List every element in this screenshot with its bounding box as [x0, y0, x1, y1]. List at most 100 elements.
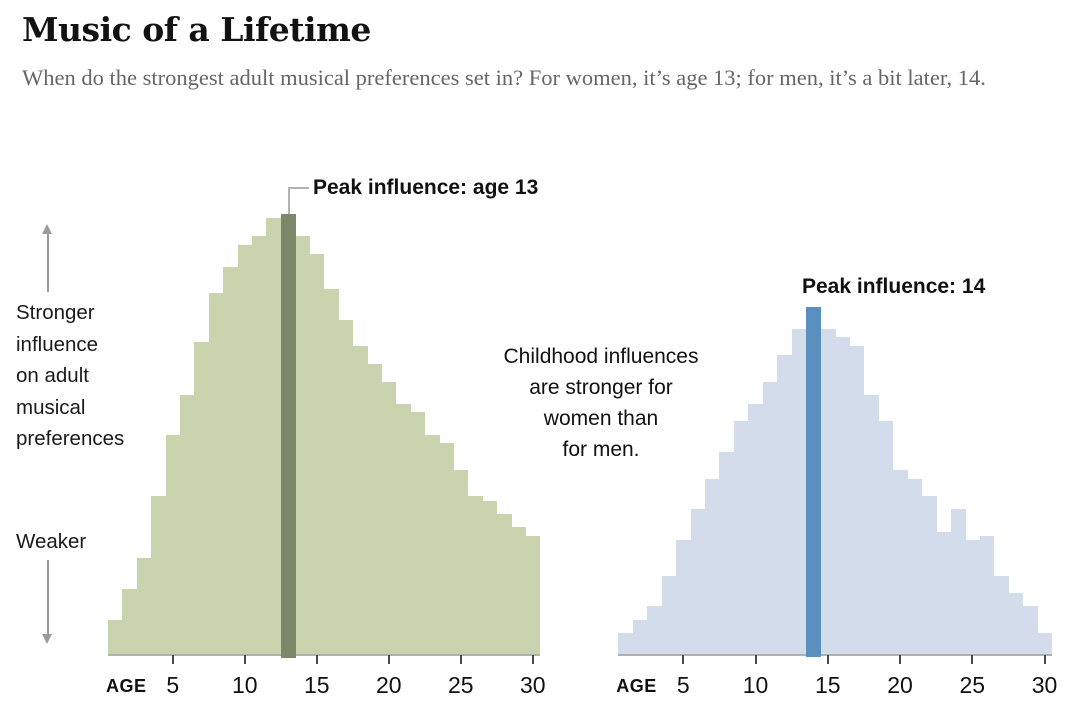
- histogram-bar: [878, 421, 894, 655]
- axis-tick-label: 20: [376, 672, 402, 698]
- histogram-bar: [965, 540, 981, 655]
- axis-tick-label: 5: [676, 672, 690, 698]
- axis-tick-label: 25: [959, 672, 986, 698]
- histogram-bar: [1008, 593, 1024, 655]
- axis-tick-label: 30: [520, 672, 546, 698]
- histogram-bar: [632, 619, 648, 655]
- text-line: for men.: [562, 438, 640, 461]
- axis-tick: [387, 655, 390, 664]
- histogram-bar: [690, 509, 706, 655]
- leader-line-horizontal: [288, 186, 309, 189]
- histogram-bar: [223, 266, 239, 655]
- x-axis-line: [108, 654, 540, 656]
- text-line: influence: [16, 332, 99, 356]
- histogram-bar: [108, 619, 123, 655]
- histogram-bar: [748, 403, 764, 655]
- histogram-bar: [309, 253, 325, 655]
- histogram-bar: [863, 394, 879, 655]
- histogram-bar: [762, 381, 778, 655]
- histogram-bar: [194, 341, 210, 655]
- histogram-bar: [525, 535, 541, 655]
- arrow-down-icon: [41, 634, 52, 644]
- histogram-bar: [410, 412, 426, 655]
- axis-tick: [971, 655, 974, 664]
- histogram-bar: [733, 421, 749, 655]
- arrow-up-line: [46, 233, 49, 292]
- histogram-bar: [381, 381, 397, 655]
- text-line: preferences: [16, 427, 125, 450]
- weaker-label: Weaker: [16, 530, 87, 553]
- axis-tick-label: 20: [887, 672, 913, 698]
- x-axis-title: AGE: [616, 676, 657, 696]
- histogram-bar: [777, 355, 793, 655]
- histogram-bar: [151, 496, 167, 655]
- histogram-bar: [618, 632, 634, 655]
- axis-tick-label: 15: [815, 672, 841, 698]
- axis-tick: [171, 655, 174, 664]
- female-peak-annotation: Peak influence: age 13: [313, 176, 539, 199]
- axis-tick: [899, 655, 902, 664]
- histogram-bar: [496, 513, 512, 655]
- peak-bar-female: [280, 214, 296, 658]
- text-line: women than: [543, 407, 659, 430]
- histogram-bar: [324, 288, 339, 655]
- male-peak-annotation: Peak influence: 14: [802, 275, 986, 298]
- histogram-bar: [439, 443, 455, 655]
- histogram-bar: [791, 328, 807, 655]
- histogram-bar: [892, 469, 908, 655]
- axis-tick-label: 5: [166, 672, 180, 698]
- histogram-bar: [979, 535, 995, 655]
- axis-tick-label: 10: [232, 672, 258, 698]
- axis-tick-label: 25: [448, 672, 474, 698]
- text-line: on adult: [16, 364, 89, 387]
- stronger-influence-label: Stronger influence on adult musical preferen…: [16, 297, 136, 455]
- axis-tick: [243, 655, 246, 664]
- histogram-bar: [511, 527, 527, 655]
- text-line: Childhood influences: [503, 345, 699, 368]
- axis-tick: [754, 655, 757, 664]
- arrow-up-icon: [41, 224, 52, 234]
- axis-tick: [826, 655, 829, 664]
- page-title: Music of a Lifetime: [22, 10, 371, 49]
- histogram-bar: [208, 293, 224, 655]
- axis-tick-label: 30: [1031, 672, 1058, 698]
- x-axis-title: AGE: [106, 676, 147, 696]
- histogram-bar: [950, 509, 966, 655]
- text-line: are stronger for: [529, 376, 673, 399]
- histogram-bar: [453, 469, 469, 655]
- leader-line-vertical: [288, 186, 290, 214]
- histogram-bar: [907, 478, 923, 655]
- axis-tick: [682, 655, 685, 664]
- histogram-bar: [424, 434, 440, 655]
- histogram-bar: [482, 500, 498, 655]
- histogram-bar: [468, 496, 483, 655]
- histogram-bar: [1037, 632, 1053, 655]
- text-line: musical: [16, 395, 86, 419]
- histogram-bar: [661, 575, 677, 655]
- histogram-bar: [338, 319, 354, 655]
- chart-subtitle: When do the strongest adult musical pref…: [22, 65, 986, 90]
- histogram-bar: [705, 478, 720, 655]
- histogram-bar: [835, 337, 850, 655]
- histogram-bar: [165, 434, 181, 655]
- histogram-bar: [122, 588, 138, 655]
- histogram-bar: [396, 403, 411, 655]
- axis-tick-label: 10: [742, 672, 769, 698]
- histogram-bar: [647, 606, 663, 655]
- histogram-bar: [237, 244, 253, 655]
- histogram-bar: [252, 236, 267, 655]
- x-axis-line: [618, 654, 1052, 656]
- histogram-bar: [676, 540, 692, 655]
- axis-tick: [531, 655, 534, 664]
- center-annotation: Childhood influences are stronger for wome…: [470, 341, 732, 465]
- axis-tick: [459, 655, 462, 664]
- axis-tick: [1043, 655, 1046, 664]
- histogram-bar: [266, 218, 282, 655]
- histogram-bar: [820, 328, 836, 655]
- histogram-bar: [719, 452, 735, 655]
- axis-tick: [315, 655, 318, 664]
- histogram-bar: [994, 575, 1009, 655]
- histogram-bar: [936, 531, 952, 655]
- histogram-bar: [921, 496, 937, 655]
